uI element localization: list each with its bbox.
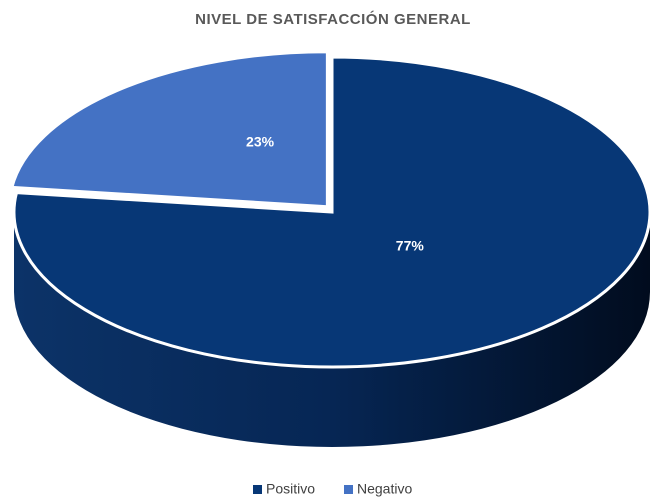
pie-side: [14, 212, 650, 447]
legend-label: Positivo: [266, 481, 315, 497]
legend-swatch: [344, 485, 353, 494]
data-label: 23%: [246, 134, 275, 150]
pie-slice: [12, 55, 652, 369]
chart-title: NIVEL DE SATISFACCIÓN GENERAL: [195, 10, 471, 28]
legend-swatch: [253, 485, 262, 494]
pie-slice: [9, 50, 329, 209]
legend-label: Negativo: [357, 481, 412, 497]
data-label: 77%: [396, 238, 425, 254]
